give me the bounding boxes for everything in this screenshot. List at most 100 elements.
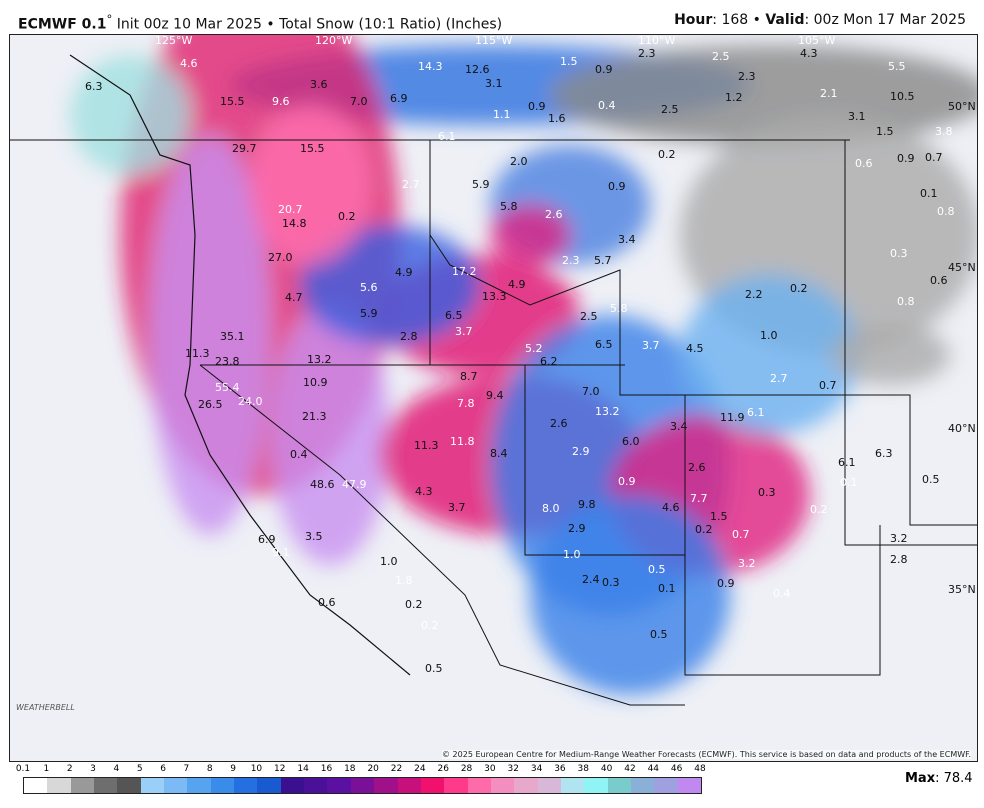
colorbar-swatch bbox=[467, 778, 491, 793]
snow-total-label: 29.7 bbox=[232, 142, 257, 155]
snow-total-label: 13.3 bbox=[482, 290, 507, 303]
snow-total-label: 5.5 bbox=[888, 60, 906, 73]
snow-total-label: 0.5 bbox=[648, 563, 666, 576]
colorbar-tick-label: 24 bbox=[414, 764, 426, 774]
snow-total-label: 3.5 bbox=[305, 530, 323, 543]
snow-total-label: 3.1 bbox=[485, 77, 503, 90]
snow-total-label: 5.9 bbox=[360, 307, 378, 320]
snow-total-label: 0.3 bbox=[758, 486, 776, 499]
colorbar-tick-label: 14 bbox=[297, 764, 309, 774]
snow-total-label: 12.6 bbox=[465, 63, 490, 76]
snow-total-label: 1.0 bbox=[760, 329, 778, 342]
colorbar-swatch bbox=[677, 778, 701, 793]
snow-total-label: 2.9 bbox=[568, 522, 586, 535]
colorbar-swatch bbox=[607, 778, 631, 793]
snow-total-label: 26.5 bbox=[198, 398, 223, 411]
latitude-label: 50°N bbox=[948, 100, 976, 113]
snow-total-label: 7.0 bbox=[582, 385, 600, 398]
snow-total-label: 0.3 bbox=[890, 247, 908, 260]
snow-area bbox=[530, 495, 730, 695]
latitude-label: 40°N bbox=[948, 422, 976, 435]
colorbar-tick-label: 3 bbox=[90, 764, 96, 774]
snow-total-label: 0.9 bbox=[528, 100, 546, 113]
snow-total-label: 20.7 bbox=[278, 203, 303, 216]
colorbar-swatch bbox=[327, 778, 351, 793]
snow-total-label: 6.3 bbox=[875, 447, 893, 460]
snow-total-label: 4.3 bbox=[415, 485, 433, 498]
snow-total-label: 6.2 bbox=[540, 355, 558, 368]
snow-total-label: 0.9 bbox=[608, 180, 626, 193]
colorbar-tick-label: 6 bbox=[160, 764, 166, 774]
snow-total-label: 6.3 bbox=[85, 80, 103, 93]
snow-total-label: 0.5 bbox=[922, 473, 940, 486]
valid-time: Hour: 168 • Valid: 00z Mon 17 Mar 2025 bbox=[674, 12, 966, 28]
snow-total-label: 3.4 bbox=[618, 233, 636, 246]
snow-area bbox=[830, 325, 950, 385]
colorbar-tick-label: 34 bbox=[530, 764, 543, 774]
snow-total-label: 6.1 bbox=[747, 406, 765, 419]
snow-total-label: 4.9 bbox=[508, 278, 526, 291]
snow-total-label: 3.4 bbox=[670, 420, 688, 433]
snow-total-label: 7.0 bbox=[350, 95, 368, 108]
colorbar-swatch bbox=[630, 778, 655, 793]
snow-total-label: 5.8 bbox=[610, 302, 628, 315]
colorbar-tick-label: 42 bbox=[624, 764, 636, 774]
colorbar-swatch bbox=[654, 778, 678, 793]
snow-total-label: 27.0 bbox=[268, 251, 293, 264]
snow-total-label: 4.6 bbox=[180, 57, 198, 70]
snow-field: 125°W 120°W 115°W 110°W 105°W 50°N 45°N 40°N 35°… bbox=[10, 35, 977, 706]
snow-total-label: 5.6 bbox=[360, 281, 378, 294]
colorbar-tick-label: 9 bbox=[230, 764, 236, 774]
snow-total-label: 0.2 bbox=[695, 523, 713, 536]
snow-area bbox=[150, 135, 270, 535]
colorbar-swatch bbox=[490, 778, 515, 793]
colorbar-swatch bbox=[24, 778, 48, 793]
snow-total-label: 14.8 bbox=[282, 217, 307, 230]
colorbar-tick-label: 38 bbox=[577, 764, 589, 774]
longitude-label: 125°W bbox=[155, 35, 192, 47]
snow-total-label: 2.7 bbox=[770, 372, 788, 385]
snow-total-label: 9.8 bbox=[578, 498, 596, 511]
snow-total-label: 3.6 bbox=[310, 78, 328, 91]
snow-total-label: 2.4 bbox=[582, 573, 600, 586]
colorbar-tick-label: 20 bbox=[367, 764, 379, 774]
colorbar-swatch bbox=[117, 778, 141, 793]
snow-total-label: 0.2 bbox=[790, 282, 808, 295]
snow-area bbox=[270, 305, 390, 565]
colorbar-tick-label: 26 bbox=[437, 764, 449, 774]
snow-total-label: 2.3 bbox=[638, 47, 656, 60]
colorbar-swatch bbox=[514, 778, 538, 793]
snow-total-label: 0.5 bbox=[650, 628, 668, 641]
colorbar bbox=[23, 777, 702, 794]
colorbar-swatch bbox=[257, 778, 281, 793]
snow-total-label: 8.0 bbox=[542, 502, 560, 515]
colorbar-swatch bbox=[304, 778, 328, 793]
snow-total-label: 48.6 bbox=[310, 478, 335, 491]
colorbar-tick-label: 46 bbox=[670, 764, 683, 774]
snow-total-label: 0.9 bbox=[717, 577, 735, 590]
colorbar-tick-label: 18 bbox=[344, 764, 356, 774]
snow-total-label: 2.0 bbox=[510, 155, 528, 168]
snow-total-label: 0.2 bbox=[405, 598, 423, 611]
colorbar-tick-label: 40 bbox=[600, 764, 613, 774]
snow-total-label: 4.9 bbox=[395, 266, 413, 279]
snow-total-label: 6.9 bbox=[390, 92, 408, 105]
snow-total-label: 0.4 bbox=[598, 99, 616, 112]
colorbar-swatch bbox=[164, 778, 188, 793]
snow-total-label: 3.2 bbox=[738, 557, 756, 570]
snow-total-label: 6.5 bbox=[595, 338, 613, 351]
snow-total-label: 5.8 bbox=[500, 200, 518, 213]
snow-total-label: 5.7 bbox=[594, 254, 612, 267]
snow-total-label: 0.8 bbox=[897, 295, 915, 308]
snow-total-label: 3.7 bbox=[455, 325, 473, 338]
snow-total-label: 0.4 bbox=[773, 587, 791, 600]
latitude-label: 45°N bbox=[948, 261, 976, 274]
snow-total-label: 1.5 bbox=[560, 55, 578, 68]
snow-total-label: 1.6 bbox=[548, 112, 566, 125]
colorbar-swatch bbox=[444, 778, 468, 793]
snow-total-label: 0.7 bbox=[925, 151, 943, 164]
snow-area bbox=[70, 55, 190, 175]
colorbar-swatch bbox=[47, 778, 71, 793]
colorbar-labels: 0.1 1 2 3 4 5 6 7 8 9 10 12 14 16 18 20 22 24 26 28 30 32 34 36… bbox=[16, 764, 706, 776]
snow-total-label: 0.6 bbox=[318, 596, 336, 609]
